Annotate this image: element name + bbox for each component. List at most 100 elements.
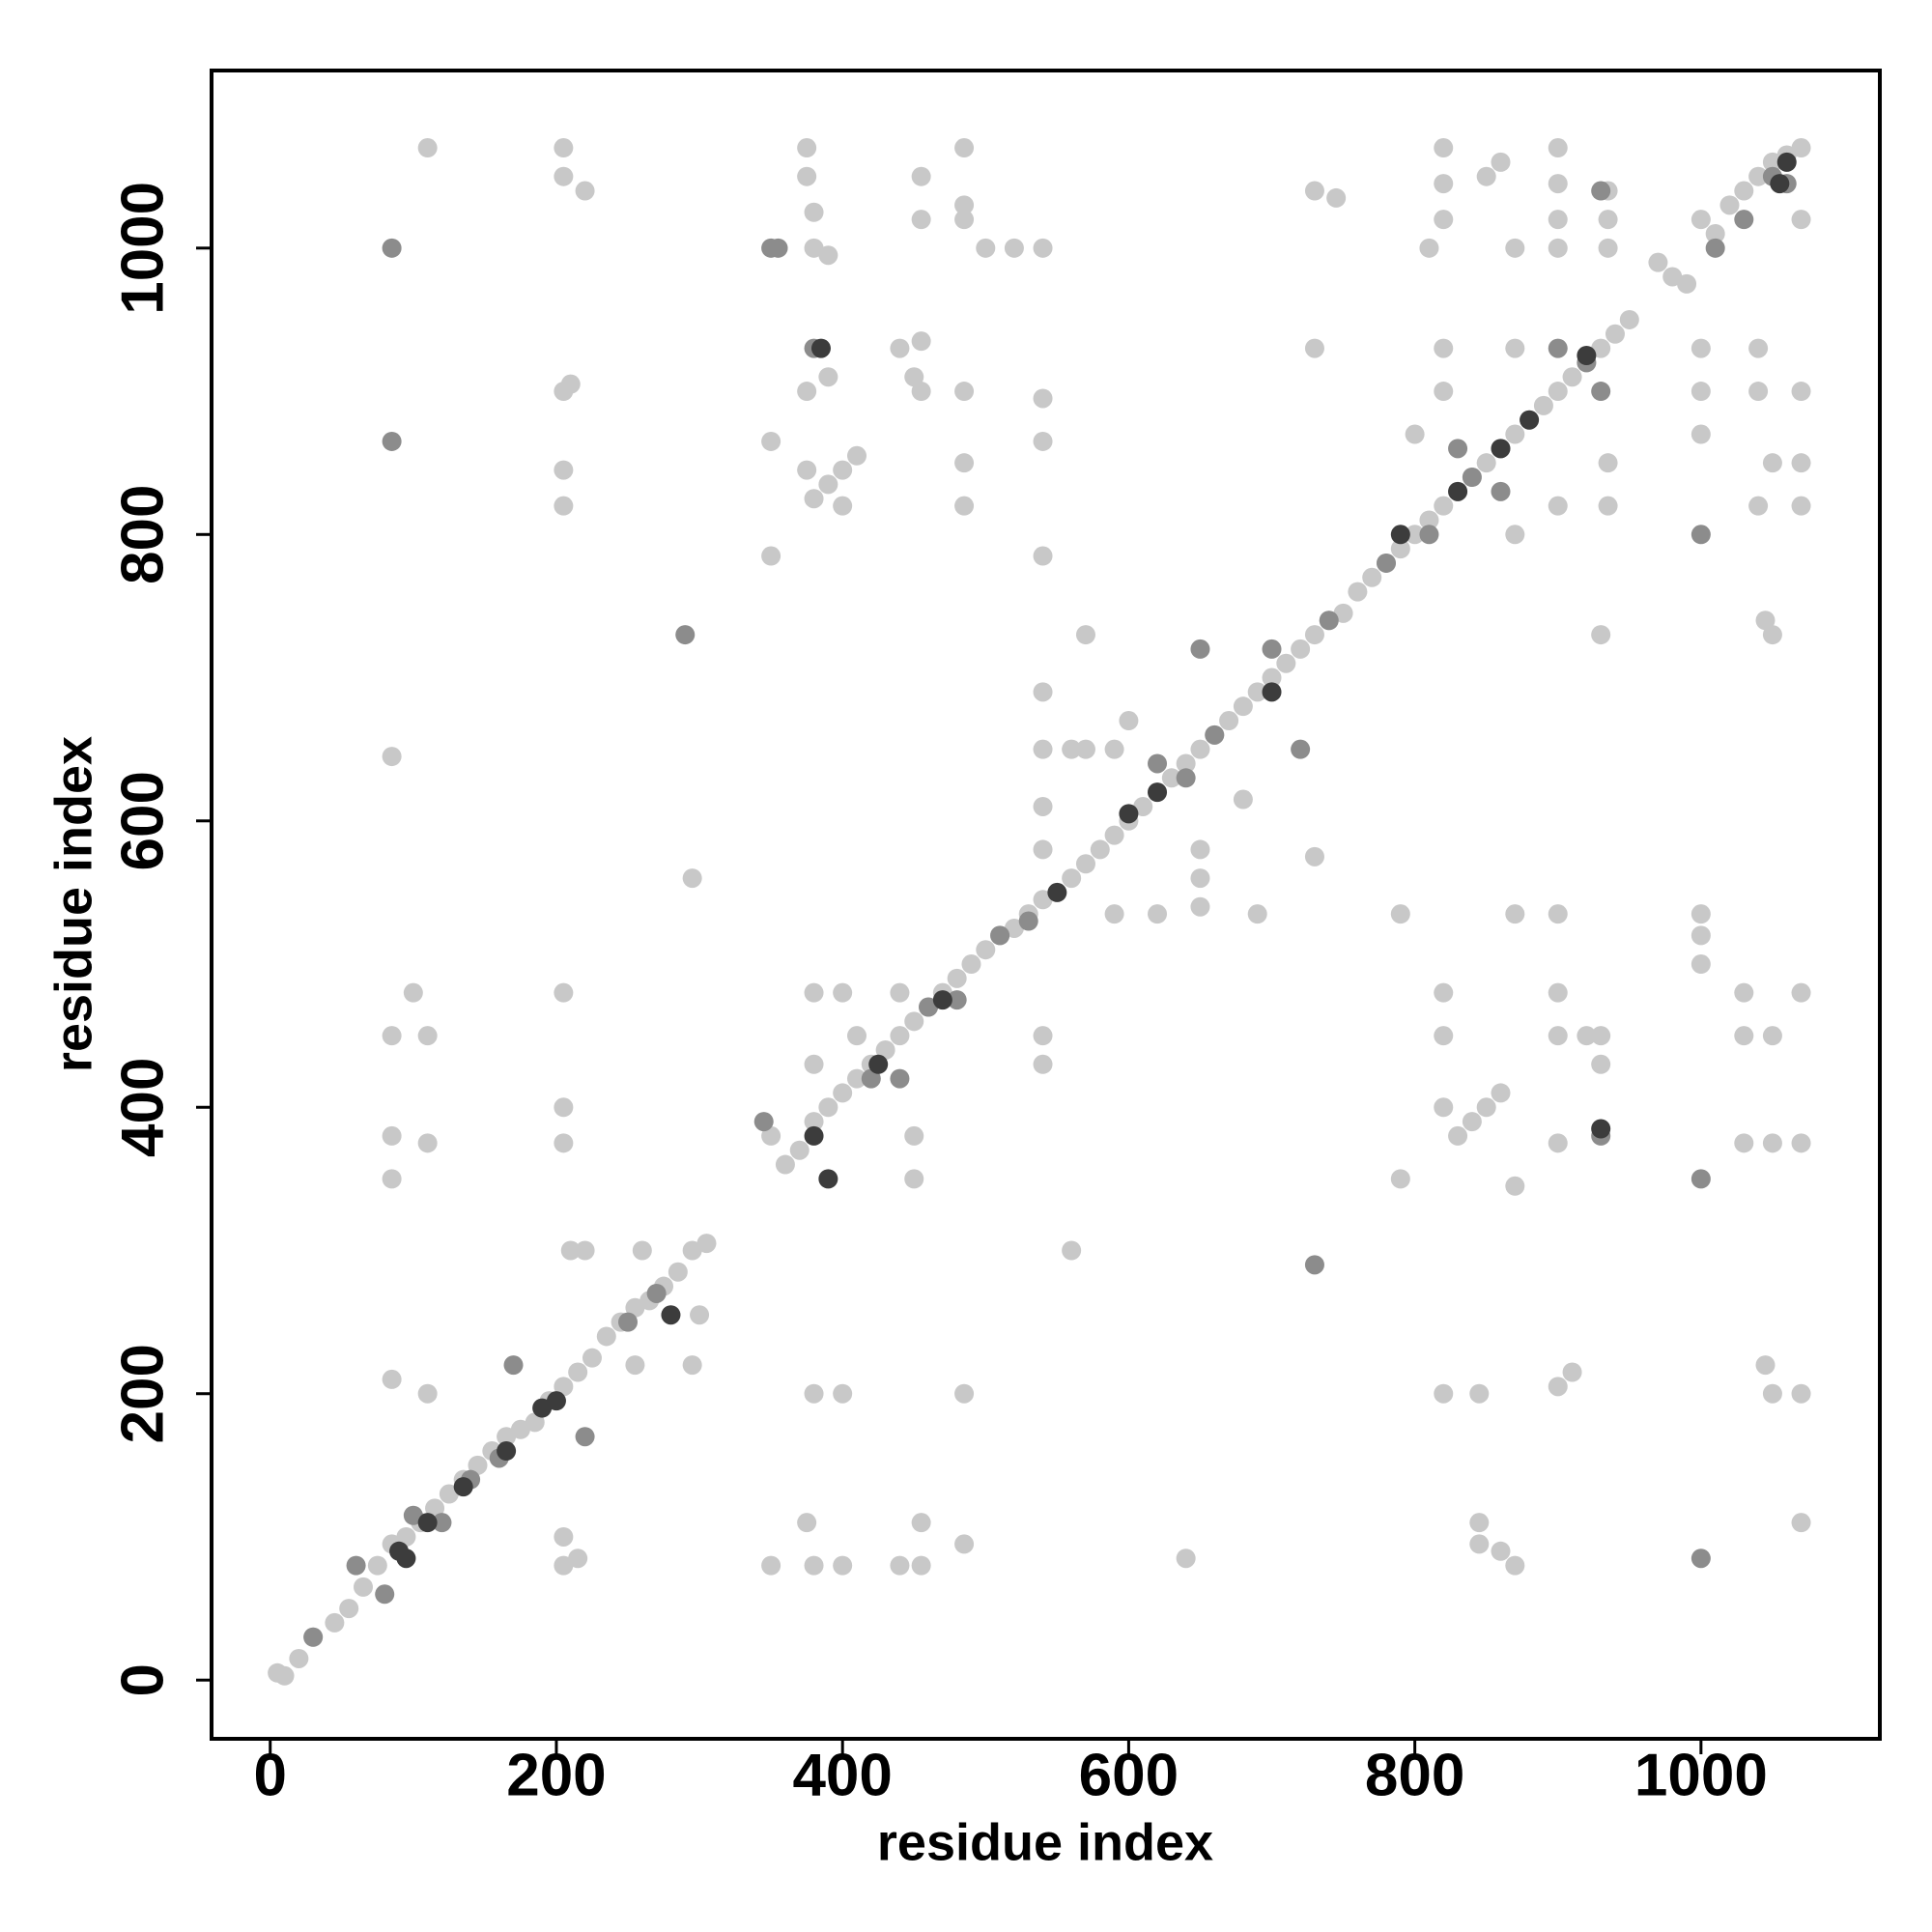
contact-point	[818, 1169, 838, 1189]
contact-point	[1491, 1541, 1511, 1561]
contact-point	[1262, 668, 1282, 688]
contact-point	[1176, 1548, 1196, 1569]
contact-point	[1548, 238, 1568, 258]
contact-point	[274, 1665, 295, 1686]
contact-point	[1469, 1534, 1490, 1554]
contact-point	[1548, 1133, 1568, 1153]
contact-point	[818, 1097, 838, 1118]
contact-point	[417, 138, 438, 158]
contact-point	[325, 1612, 345, 1633]
contact-point	[1791, 210, 1811, 230]
contact-point	[890, 1068, 910, 1089]
contact-point	[1434, 338, 1454, 358]
contact-point	[1505, 1176, 1525, 1196]
contact-point	[554, 1133, 574, 1153]
contact-point	[554, 1377, 574, 1397]
contact-point	[354, 1577, 373, 1597]
contact-point	[1176, 768, 1196, 788]
contact-point	[804, 202, 824, 222]
x-tick-label: 800	[1365, 1742, 1464, 1808]
y-tick-label: 400	[109, 1058, 176, 1157]
contact-point	[1033, 1054, 1053, 1074]
y-tick-label: 600	[109, 771, 176, 870]
contact-point	[1004, 238, 1024, 258]
contact-point	[1762, 152, 1782, 172]
contact-point	[575, 1427, 595, 1447]
contact-point	[1033, 238, 1053, 258]
y-tick-label: 800	[109, 485, 176, 584]
contact-point	[1548, 138, 1568, 158]
contact-point	[1562, 1362, 1582, 1382]
contact-point	[417, 1513, 438, 1533]
contact-point	[503, 1355, 524, 1376]
contact-point	[961, 954, 981, 975]
contact-point	[1734, 982, 1754, 1003]
contact-point	[1762, 1026, 1782, 1046]
contact-point	[632, 1240, 652, 1261]
contact-point	[1791, 453, 1811, 473]
contact-point	[1505, 1555, 1525, 1576]
contact-point	[382, 1125, 402, 1146]
contact-point	[1219, 711, 1239, 731]
contact-point	[976, 940, 996, 960]
contact-point	[1762, 1133, 1782, 1153]
contact-point	[1577, 1026, 1597, 1046]
contact-point	[1190, 639, 1210, 659]
contact-point	[1190, 739, 1210, 759]
contact-point	[1176, 753, 1196, 774]
contact-point	[1233, 696, 1253, 717]
contact-point	[904, 367, 924, 387]
contact-point	[1491, 439, 1511, 459]
contact-point	[797, 1513, 817, 1533]
contact-point	[675, 625, 696, 645]
contact-point	[1690, 382, 1711, 402]
contact-point	[1062, 1240, 1082, 1261]
contact-point	[554, 382, 574, 402]
contact-point	[417, 1383, 438, 1404]
contact-point	[1390, 539, 1410, 559]
contact-point	[1075, 739, 1095, 759]
contact-point	[1690, 210, 1711, 230]
contact-point	[618, 1312, 639, 1332]
plot-frame	[210, 69, 1882, 1741]
contact-point	[625, 1297, 645, 1318]
contact-point	[1148, 904, 1168, 924]
contact-point	[497, 1441, 517, 1462]
contact-point	[797, 382, 817, 402]
contact-point	[1748, 166, 1769, 186]
contact-point	[1033, 388, 1053, 409]
contact-point	[1791, 1383, 1811, 1404]
contact-point	[625, 1355, 645, 1376]
contact-point	[976, 238, 996, 258]
contact-point	[1520, 410, 1540, 430]
contact-point	[1734, 210, 1754, 230]
contact-point	[1033, 796, 1053, 816]
contact-point	[1662, 267, 1683, 287]
contact-point	[804, 1555, 824, 1576]
contact-point	[1591, 338, 1611, 358]
contact-point	[1033, 431, 1053, 451]
contact-point	[1690, 1169, 1711, 1189]
contact-point	[833, 1383, 853, 1404]
contact-point	[382, 747, 402, 767]
x-tick-label: 1000	[1634, 1742, 1768, 1808]
contact-point	[1762, 453, 1782, 473]
contact-point	[1119, 804, 1139, 824]
contact-point	[303, 1627, 324, 1647]
contact-point	[890, 338, 910, 358]
contact-point	[417, 1026, 438, 1046]
contact-point	[761, 431, 781, 451]
contact-point	[833, 982, 853, 1003]
contact-point	[1190, 896, 1210, 917]
contact-point	[1390, 1169, 1410, 1189]
contact-point	[1319, 611, 1339, 631]
contact-point	[954, 1534, 975, 1554]
contact-point	[1304, 338, 1324, 358]
contact-point	[1762, 625, 1782, 645]
contact-point	[768, 238, 788, 258]
contact-point	[797, 166, 817, 186]
contact-point	[1004, 918, 1024, 938]
contact-point	[818, 367, 838, 387]
contact-point	[1690, 925, 1711, 946]
